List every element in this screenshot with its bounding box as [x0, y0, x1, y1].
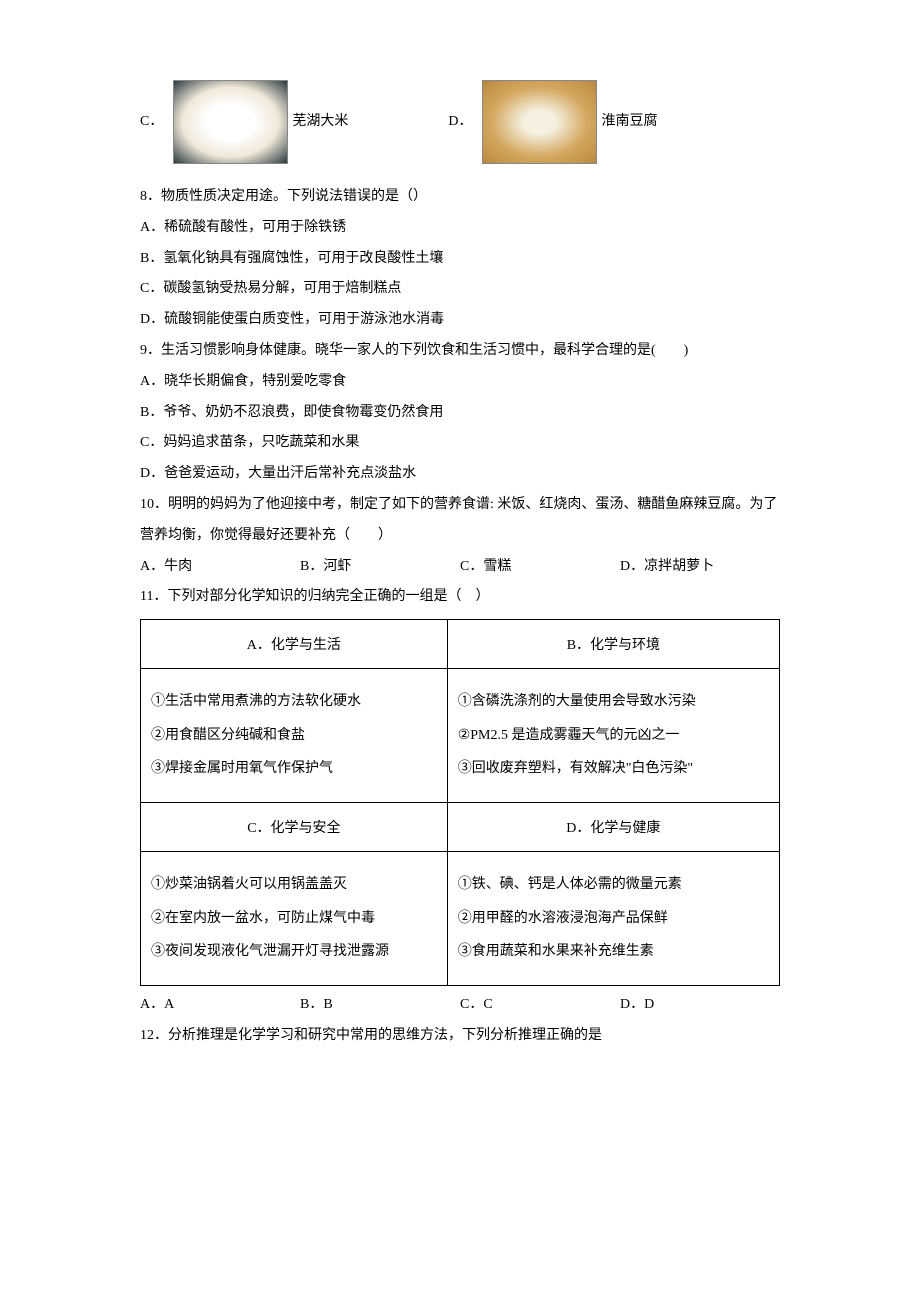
- q7-option-row: C． 芜湖大米 D． 淮南豆腐: [140, 80, 780, 164]
- q9-option-b: B．爷爷、奶奶不忍浪费，即使食物霉变仍然食用: [140, 398, 780, 429]
- q10-option-d: D．凉拌胡萝卜: [620, 552, 780, 583]
- q11-cell-d: ①铁、碘、钙是人体必需的微量元素 ②用甲醛的水溶液浸泡海产品保鲜 ③食用蔬菜和水…: [447, 851, 779, 985]
- q11-b-line3: ③回收废弃塑料，有效解决"白色污染": [458, 752, 769, 786]
- q10-option-c: C．雪糕: [460, 552, 620, 583]
- q11-answer-c: C．C: [460, 990, 620, 1021]
- q11-header-c: C．化学与安全: [141, 802, 448, 851]
- q8-option-d: D．硫酸铜能使蛋白质变性，可用于游泳池水消毒: [140, 305, 780, 336]
- q11-answer-a: A．A: [140, 990, 300, 1021]
- q11-d-line1: ①铁、碘、钙是人体必需的微量元素: [458, 868, 769, 902]
- q8-option-c: C．碳酸氢钠受热易分解，可用于焙制糕点: [140, 274, 780, 305]
- q11-b-line2: ②PM2.5 是造成雾霾天气的元凶之一: [458, 719, 769, 753]
- q11-d-line3: ③食用蔬菜和水果来补充维生素: [458, 935, 769, 969]
- q11-cell-c: ①炒菜油锅着火可以用锅盖盖灭 ②在室内放一盆水，可防止煤气中毒 ③夜间发现液化气…: [141, 851, 448, 985]
- tofu-image: [482, 80, 597, 164]
- q7-option-c-text: 芜湖大米: [292, 109, 348, 134]
- q9-option-c: C．妈妈追求苗条，只吃蔬菜和水果: [140, 428, 780, 459]
- q11-a-line1: ①生活中常用煮沸的方法软化硬水: [151, 685, 437, 719]
- q11-cell-a: ①生活中常用煮沸的方法软化硬水 ②用食醋区分纯碱和食盐 ③焊接金属时用氧气作保护…: [141, 669, 448, 803]
- q11-header-b: B．化学与环境: [447, 620, 779, 669]
- q11-a-line3: ③焊接金属时用氧气作保护气: [151, 752, 437, 786]
- q9-stem: 9．生活习惯影响身体健康。晓华一家人的下列饮食和生活习惯中，最科学合理的是( ): [140, 336, 780, 367]
- q11-a-line2: ②用食醋区分纯碱和食盐: [151, 719, 437, 753]
- q11-table: A．化学与生活 B．化学与环境 ①生活中常用煮沸的方法软化硬水 ②用食醋区分纯碱…: [140, 619, 780, 986]
- q12-stem: 12．分析推理是化学学习和研究中常用的思维方法，下列分析推理正确的是: [140, 1021, 780, 1052]
- q11-answer-d: D．D: [620, 990, 780, 1021]
- q11-answer-row: A．A B．B C．C D．D: [140, 990, 780, 1021]
- q9-option-d: D．爸爸爱运动，大量出汗后常补充点淡盐水: [140, 459, 780, 490]
- q8-option-a: A．稀硫酸有酸性，可用于除铁锈: [140, 213, 780, 244]
- q8-stem: 8．物质性质决定用途。下列说法错误的是（）: [140, 182, 780, 213]
- q11-c-line3: ③夜间发现液化气泄漏开灯寻找泄露源: [151, 935, 437, 969]
- q9-option-a: A．晓华长期偏食，特别爱吃零食: [140, 367, 780, 398]
- q11-header-a: A．化学与生活: [141, 620, 448, 669]
- q10-option-a: A．牛肉: [140, 552, 300, 583]
- q11-header-d: D．化学与健康: [447, 802, 779, 851]
- q11-cell-b: ①含磷洗涤剂的大量使用会导致水污染 ②PM2.5 是造成雾霾天气的元凶之一 ③回…: [447, 669, 779, 803]
- rice-image: [173, 80, 288, 164]
- q11-c-line1: ①炒菜油锅着火可以用锅盖盖灭: [151, 868, 437, 902]
- q7-option-c-label: C．: [140, 109, 163, 134]
- q7-option-d-text: 淮南豆腐: [601, 109, 657, 134]
- q10-options-row: A．牛肉 B．河虾 C．雪糕 D．凉拌胡萝卜: [140, 552, 780, 583]
- q11-b-line1: ①含磷洗涤剂的大量使用会导致水污染: [458, 685, 769, 719]
- q8-option-b: B．氢氧化钠具有强腐蚀性，可用于改良酸性土壤: [140, 244, 780, 275]
- q10-option-b: B．河虾: [300, 552, 460, 583]
- q11-stem: 11．下列对部分化学知识的归纳完全正确的一组是（ ）: [140, 582, 780, 613]
- q11-c-line2: ②在室内放一盆水，可防止煤气中毒: [151, 902, 437, 936]
- q11-d-line2: ②用甲醛的水溶液浸泡海产品保鲜: [458, 902, 769, 936]
- q11-answer-b: B．B: [300, 990, 460, 1021]
- q10-stem: 10．明明的妈妈为了他迎接中考，制定了如下的营养食谱: 米饭、红烧肉、蛋汤、糖醋…: [140, 490, 780, 552]
- q7-option-d-label: D．: [448, 109, 472, 134]
